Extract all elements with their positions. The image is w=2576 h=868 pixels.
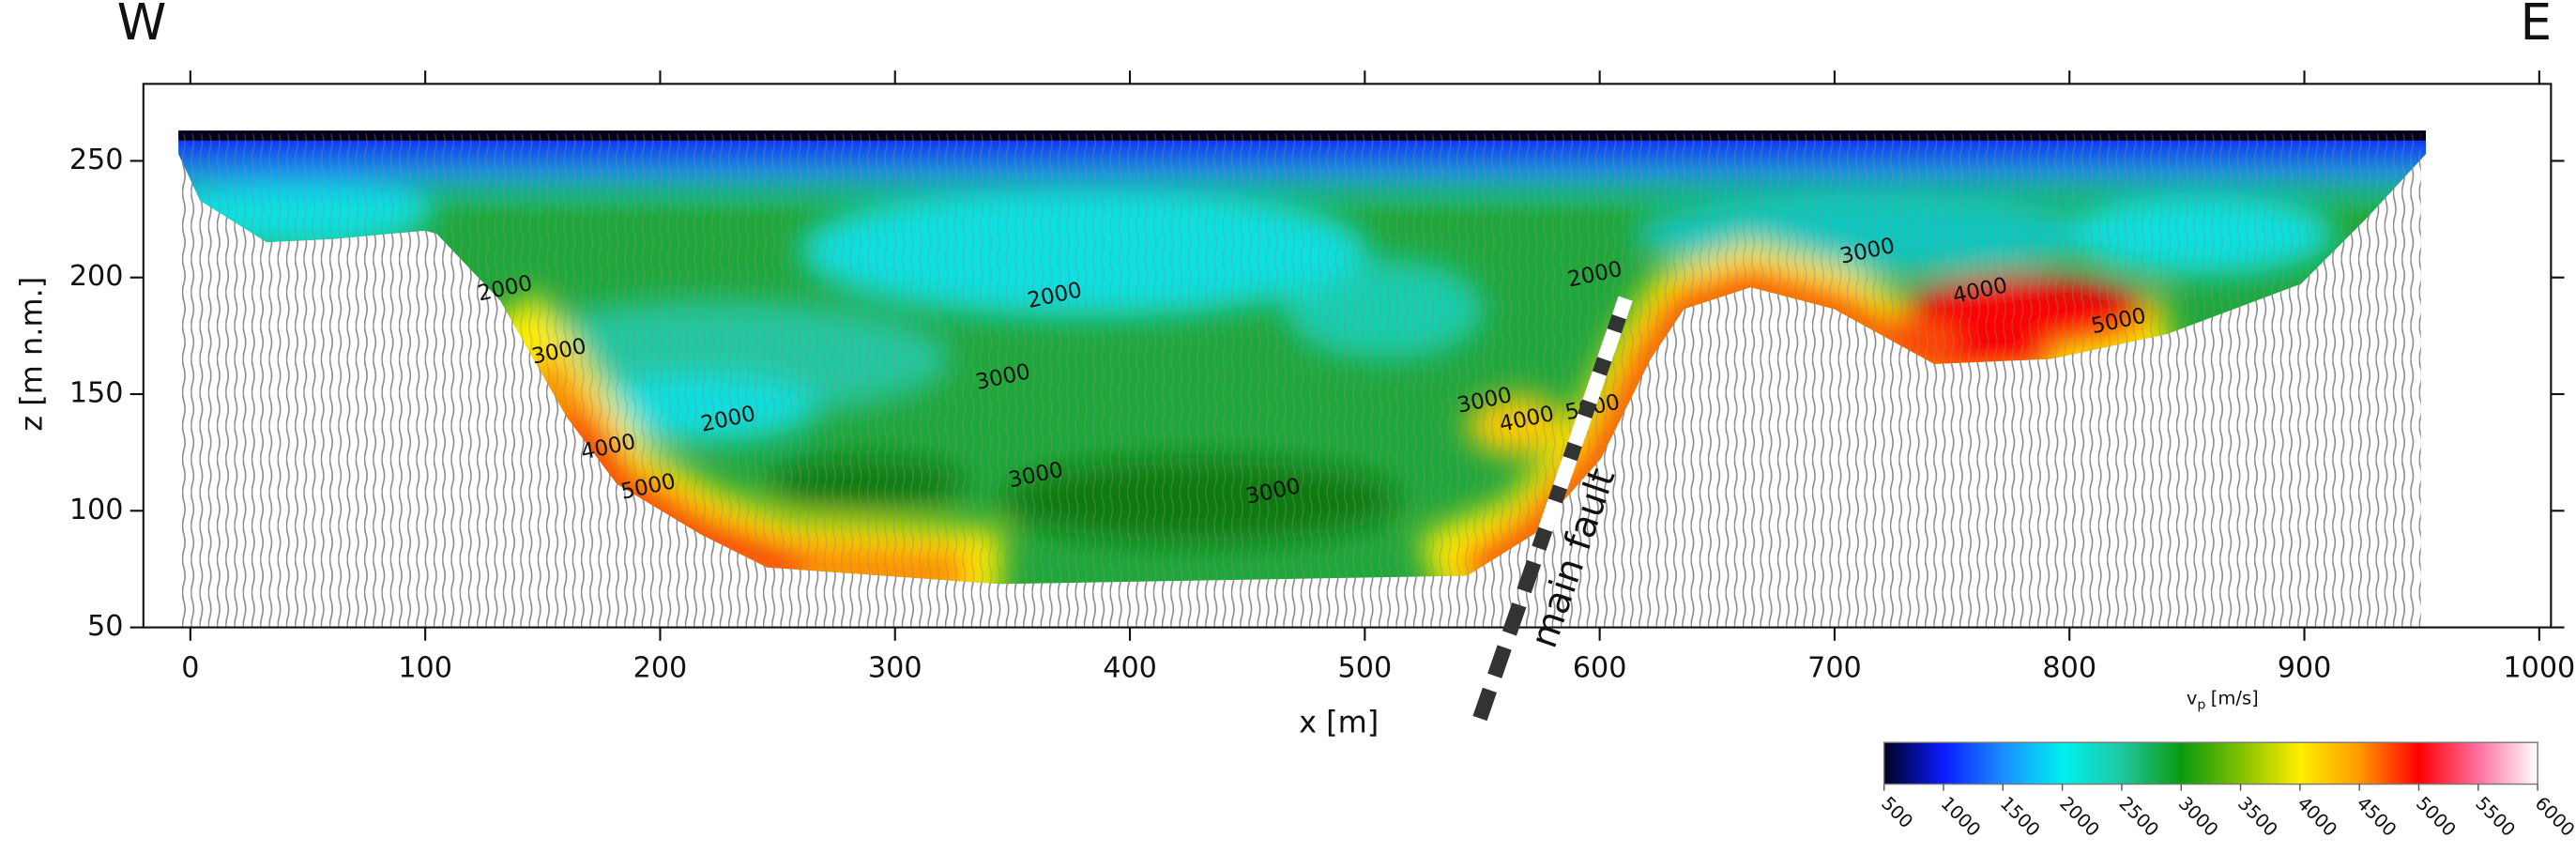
colorbar-tick-label: 2500 — [2115, 793, 2163, 841]
colorbar-tick-label: 500 — [1877, 793, 1917, 833]
x-tick-label: 900 — [2278, 652, 2332, 685]
colorbar-label-unit: [m/s] — [2211, 687, 2259, 708]
fault-line — [1472, 296, 1633, 722]
colorbar-label-sub: p — [2197, 698, 2205, 713]
colorbar-label: vp [m/s] — [2187, 687, 2259, 712]
colorbar-tick-label: 5000 — [2412, 793, 2460, 841]
colorbar-tick-label: 3500 — [2233, 793, 2281, 841]
x-tick-label: 600 — [1573, 652, 1627, 685]
y-axis-label: z [m n.m.] — [14, 277, 50, 432]
plot-frame — [142, 83, 2553, 629]
colorbar-tick-label: 4500 — [2353, 793, 2401, 841]
colorbar-tick-label: 2000 — [2055, 793, 2103, 841]
colorbar-tick-label: 3000 — [2174, 793, 2222, 841]
x-tick-label: 700 — [1807, 652, 1862, 685]
x-tick-label: 800 — [2042, 652, 2096, 685]
colorbar-tick-label: 4000 — [2293, 793, 2340, 841]
x-tick-label: 400 — [1103, 652, 1157, 685]
x-tick-label: 300 — [868, 652, 922, 685]
x-tick-label: 100 — [398, 652, 452, 685]
x-tick-label: 0 — [181, 652, 199, 685]
fault-line-upper — [1538, 296, 1633, 532]
colorbar-tick-label: 5500 — [2471, 793, 2519, 841]
x-tick-label: 200 — [633, 652, 688, 685]
colorbar-label-v: v — [2187, 687, 2198, 708]
colorbar-tick-label: 6000 — [2531, 793, 2576, 841]
east-label: E — [2521, 0, 2553, 52]
colorbar — [1882, 741, 2538, 785]
west-label: W — [117, 0, 167, 52]
x-tick-label: 1000 — [2503, 652, 2575, 685]
y-tick-label: 200 — [69, 260, 124, 293]
y-tick-label: 250 — [69, 144, 124, 176]
colorbar-tick-label: 1000 — [1937, 793, 1985, 841]
x-tick-label: 500 — [1338, 652, 1393, 685]
y-tick-label: 50 — [87, 610, 123, 643]
colorbar-tick-label: 1500 — [1996, 793, 2044, 841]
x-axis-label: x [m] — [1299, 705, 1379, 740]
y-tick-label: 100 — [69, 494, 124, 526]
y-tick-label: 150 — [69, 377, 124, 410]
